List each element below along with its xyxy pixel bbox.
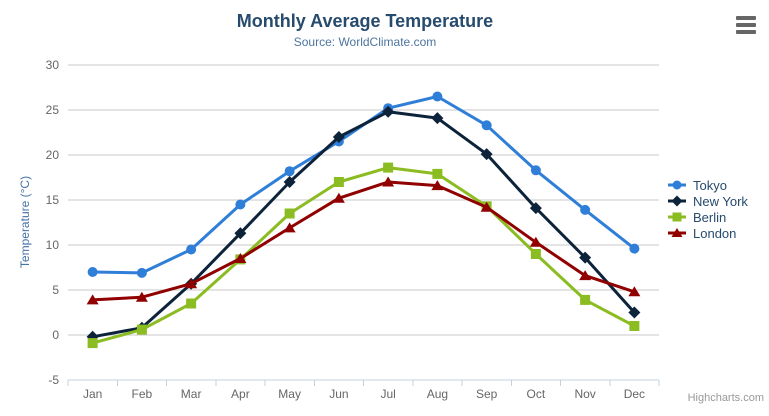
data-point-london-apr[interactable] xyxy=(234,253,247,263)
legend-item-berlin[interactable]: Berlin xyxy=(668,209,748,225)
y-axis-label: 25 xyxy=(46,103,60,117)
data-point-berlin-dec[interactable] xyxy=(629,321,640,331)
data-point-london-feb[interactable] xyxy=(135,291,148,302)
y-axis-label: -5 xyxy=(48,373,59,387)
y-axis-label: 0 xyxy=(52,328,59,342)
data-point-tokyo-may[interactable] xyxy=(284,166,295,177)
data-point-london-mar[interactable] xyxy=(185,278,198,289)
legend: Tokyo New York Berlin London xyxy=(668,177,748,241)
data-point-new-york-sep[interactable] xyxy=(480,148,493,161)
x-axis-label-dec: Dec xyxy=(624,387,645,401)
chart-subtitle: Source: WorldClimate.com xyxy=(293,35,437,49)
hamburger-icon xyxy=(736,23,756,27)
x-axis-label-apr: Apr xyxy=(231,387,250,401)
legend-label: Tokyo xyxy=(693,177,727,193)
x-axis-label-jun: Jun xyxy=(329,387,348,401)
highcharts-credits-link[interactable]: Highcharts.com xyxy=(687,392,764,404)
data-point-berlin-aug[interactable] xyxy=(432,168,443,179)
export-menu-button[interactable] xyxy=(734,14,758,36)
data-point-new-york-jul[interactable] xyxy=(382,105,395,118)
triangle-icon xyxy=(671,228,683,237)
x-axis-label-aug: Aug xyxy=(427,387,448,401)
legend-marker-diamond-icon xyxy=(668,195,686,207)
diamond-icon xyxy=(671,195,683,207)
y-axis-label: 5 xyxy=(52,283,59,297)
data-point-new-york-aug[interactable] xyxy=(431,112,444,125)
hamburger-icon xyxy=(736,16,756,20)
x-axis-label-may: May xyxy=(278,387,301,401)
data-point-tokyo-oct[interactable] xyxy=(530,165,541,176)
y-axis-label: 15 xyxy=(46,193,60,207)
legend-item-london[interactable]: London xyxy=(668,225,748,241)
y-axis-label: 30 xyxy=(46,58,60,72)
data-point-london-jun[interactable] xyxy=(332,192,345,203)
data-point-new-york-dec[interactable] xyxy=(628,306,641,319)
x-axis-label-oct: Oct xyxy=(527,387,546,401)
data-point-berlin-oct[interactable] xyxy=(530,249,541,259)
series-line-berlin xyxy=(91,166,636,345)
series-line-london xyxy=(91,180,636,302)
data-point-berlin-jun[interactable] xyxy=(333,177,344,187)
circle-icon xyxy=(672,180,682,190)
data-point-london-sep[interactable] xyxy=(480,201,493,212)
legend-label: New York xyxy=(693,193,748,209)
data-point-berlin-jan[interactable] xyxy=(87,338,98,349)
data-point-tokyo-apr[interactable] xyxy=(235,199,246,210)
data-point-tokyo-mar[interactable] xyxy=(186,244,197,255)
data-point-tokyo-jan[interactable] xyxy=(87,267,98,277)
data-point-london-dec[interactable] xyxy=(628,286,641,297)
y-axis-label: 20 xyxy=(46,148,60,162)
x-axis-label-feb: Feb xyxy=(132,387,153,401)
hamburger-icon xyxy=(736,30,756,34)
data-point-new-york-apr[interactable] xyxy=(234,227,247,240)
data-point-berlin-mar[interactable] xyxy=(186,298,197,309)
legend-item-new-york[interactable]: New York xyxy=(668,193,748,209)
data-point-tokyo-sep[interactable] xyxy=(481,120,492,131)
data-point-london-aug[interactable] xyxy=(431,180,444,191)
legend-marker-circle-icon xyxy=(668,180,686,190)
x-axis-label-sep: Sep xyxy=(476,387,498,401)
series-tokyo xyxy=(87,91,640,278)
data-point-tokyo-aug[interactable] xyxy=(432,91,443,102)
data-point-berlin-jul[interactable] xyxy=(383,162,394,173)
x-axis-label-mar: Mar xyxy=(181,387,202,401)
data-point-new-york-nov[interactable] xyxy=(579,251,592,264)
data-point-london-jan[interactable] xyxy=(86,294,99,305)
square-icon xyxy=(672,212,682,222)
data-point-london-may[interactable] xyxy=(283,222,296,233)
data-point-london-nov[interactable] xyxy=(579,270,592,281)
y-axis-label: 10 xyxy=(46,238,60,252)
data-point-berlin-feb[interactable] xyxy=(136,324,147,335)
data-point-new-york-jun[interactable] xyxy=(332,131,345,143)
x-axis-label-jan: Jan xyxy=(83,387,102,401)
data-point-new-york-may[interactable] xyxy=(283,176,296,188)
x-axis-label-jul: Jul xyxy=(380,387,395,401)
data-point-tokyo-dec[interactable] xyxy=(629,243,640,254)
legend-label: Berlin xyxy=(693,209,727,225)
data-point-berlin-may[interactable] xyxy=(284,208,295,219)
data-point-berlin-nov[interactable] xyxy=(580,294,591,305)
series-london xyxy=(86,176,641,305)
series-new-york xyxy=(86,105,641,343)
legend-marker-triangle-icon xyxy=(668,228,686,237)
data-point-london-oct[interactable] xyxy=(529,236,542,247)
x-axis-label-nov: Nov xyxy=(574,387,595,401)
data-point-tokyo-feb[interactable] xyxy=(136,267,147,278)
legend-marker-square-icon xyxy=(668,212,686,222)
data-point-london-jul[interactable] xyxy=(382,176,395,187)
data-point-tokyo-nov[interactable] xyxy=(580,204,591,215)
data-point-new-york-oct[interactable] xyxy=(529,202,542,215)
chart-title: Monthly Average Temperature xyxy=(236,11,494,31)
legend-label: London xyxy=(693,225,737,241)
legend-item-tokyo[interactable]: Tokyo xyxy=(668,177,748,193)
series-line-new-york xyxy=(91,110,636,339)
